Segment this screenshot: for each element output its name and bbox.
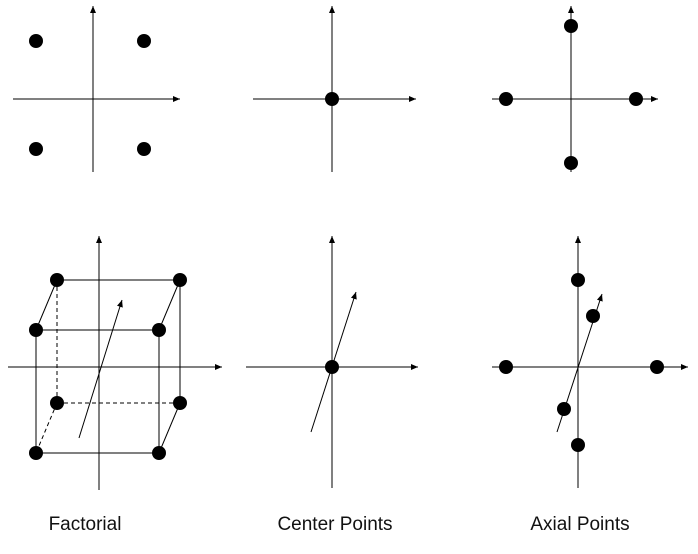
factorial-3d-point (173, 396, 187, 410)
factorial-3d-point (50, 396, 64, 410)
factorial-2d-point (29, 34, 43, 48)
axial-3d-points (499, 273, 664, 452)
factorial-3d-points (29, 273, 187, 460)
axial-3d-point (650, 360, 664, 374)
factorial-3d-point (29, 323, 43, 337)
axial-2d-point (629, 92, 643, 106)
factorial-3d-point (152, 323, 166, 337)
center-3d-point (325, 360, 339, 374)
factorial-3d-panel (8, 236, 222, 490)
cube-hidden-edge (35, 402, 58, 454)
factorial-3d-point (50, 273, 64, 287)
axial-3d-point (499, 360, 513, 374)
center-2d-point (325, 92, 339, 106)
center-2d-panel (253, 6, 416, 172)
factorial-2d-points (29, 34, 151, 156)
factorial-2d-point (29, 142, 43, 156)
axial-2d-points (499, 19, 643, 170)
cube-edge (158, 279, 181, 331)
axial-2d-point (499, 92, 513, 106)
factorial-2d-point (137, 34, 151, 48)
axial-3d-point (586, 309, 600, 323)
factorial-3d-point (173, 273, 187, 287)
factorial-caption: Factorial (48, 514, 122, 535)
axial-2d-point (564, 19, 578, 33)
cube-edge (158, 402, 181, 454)
axial-3d-point (571, 438, 585, 452)
factorial-3d-point (152, 446, 166, 460)
axial-3d-point (571, 273, 585, 287)
axial-points-caption: Axial Points (530, 514, 630, 535)
axial-2d-point (564, 156, 578, 170)
factorial-2d-point (137, 142, 151, 156)
factorial-3d-point (29, 446, 43, 460)
cube-edge (35, 279, 58, 331)
center-points-caption: Center Points (277, 514, 393, 535)
factorial-2d-panel (13, 6, 180, 172)
factorial-3d-z-axis (78, 299, 123, 439)
axial-3d-point (557, 402, 571, 416)
